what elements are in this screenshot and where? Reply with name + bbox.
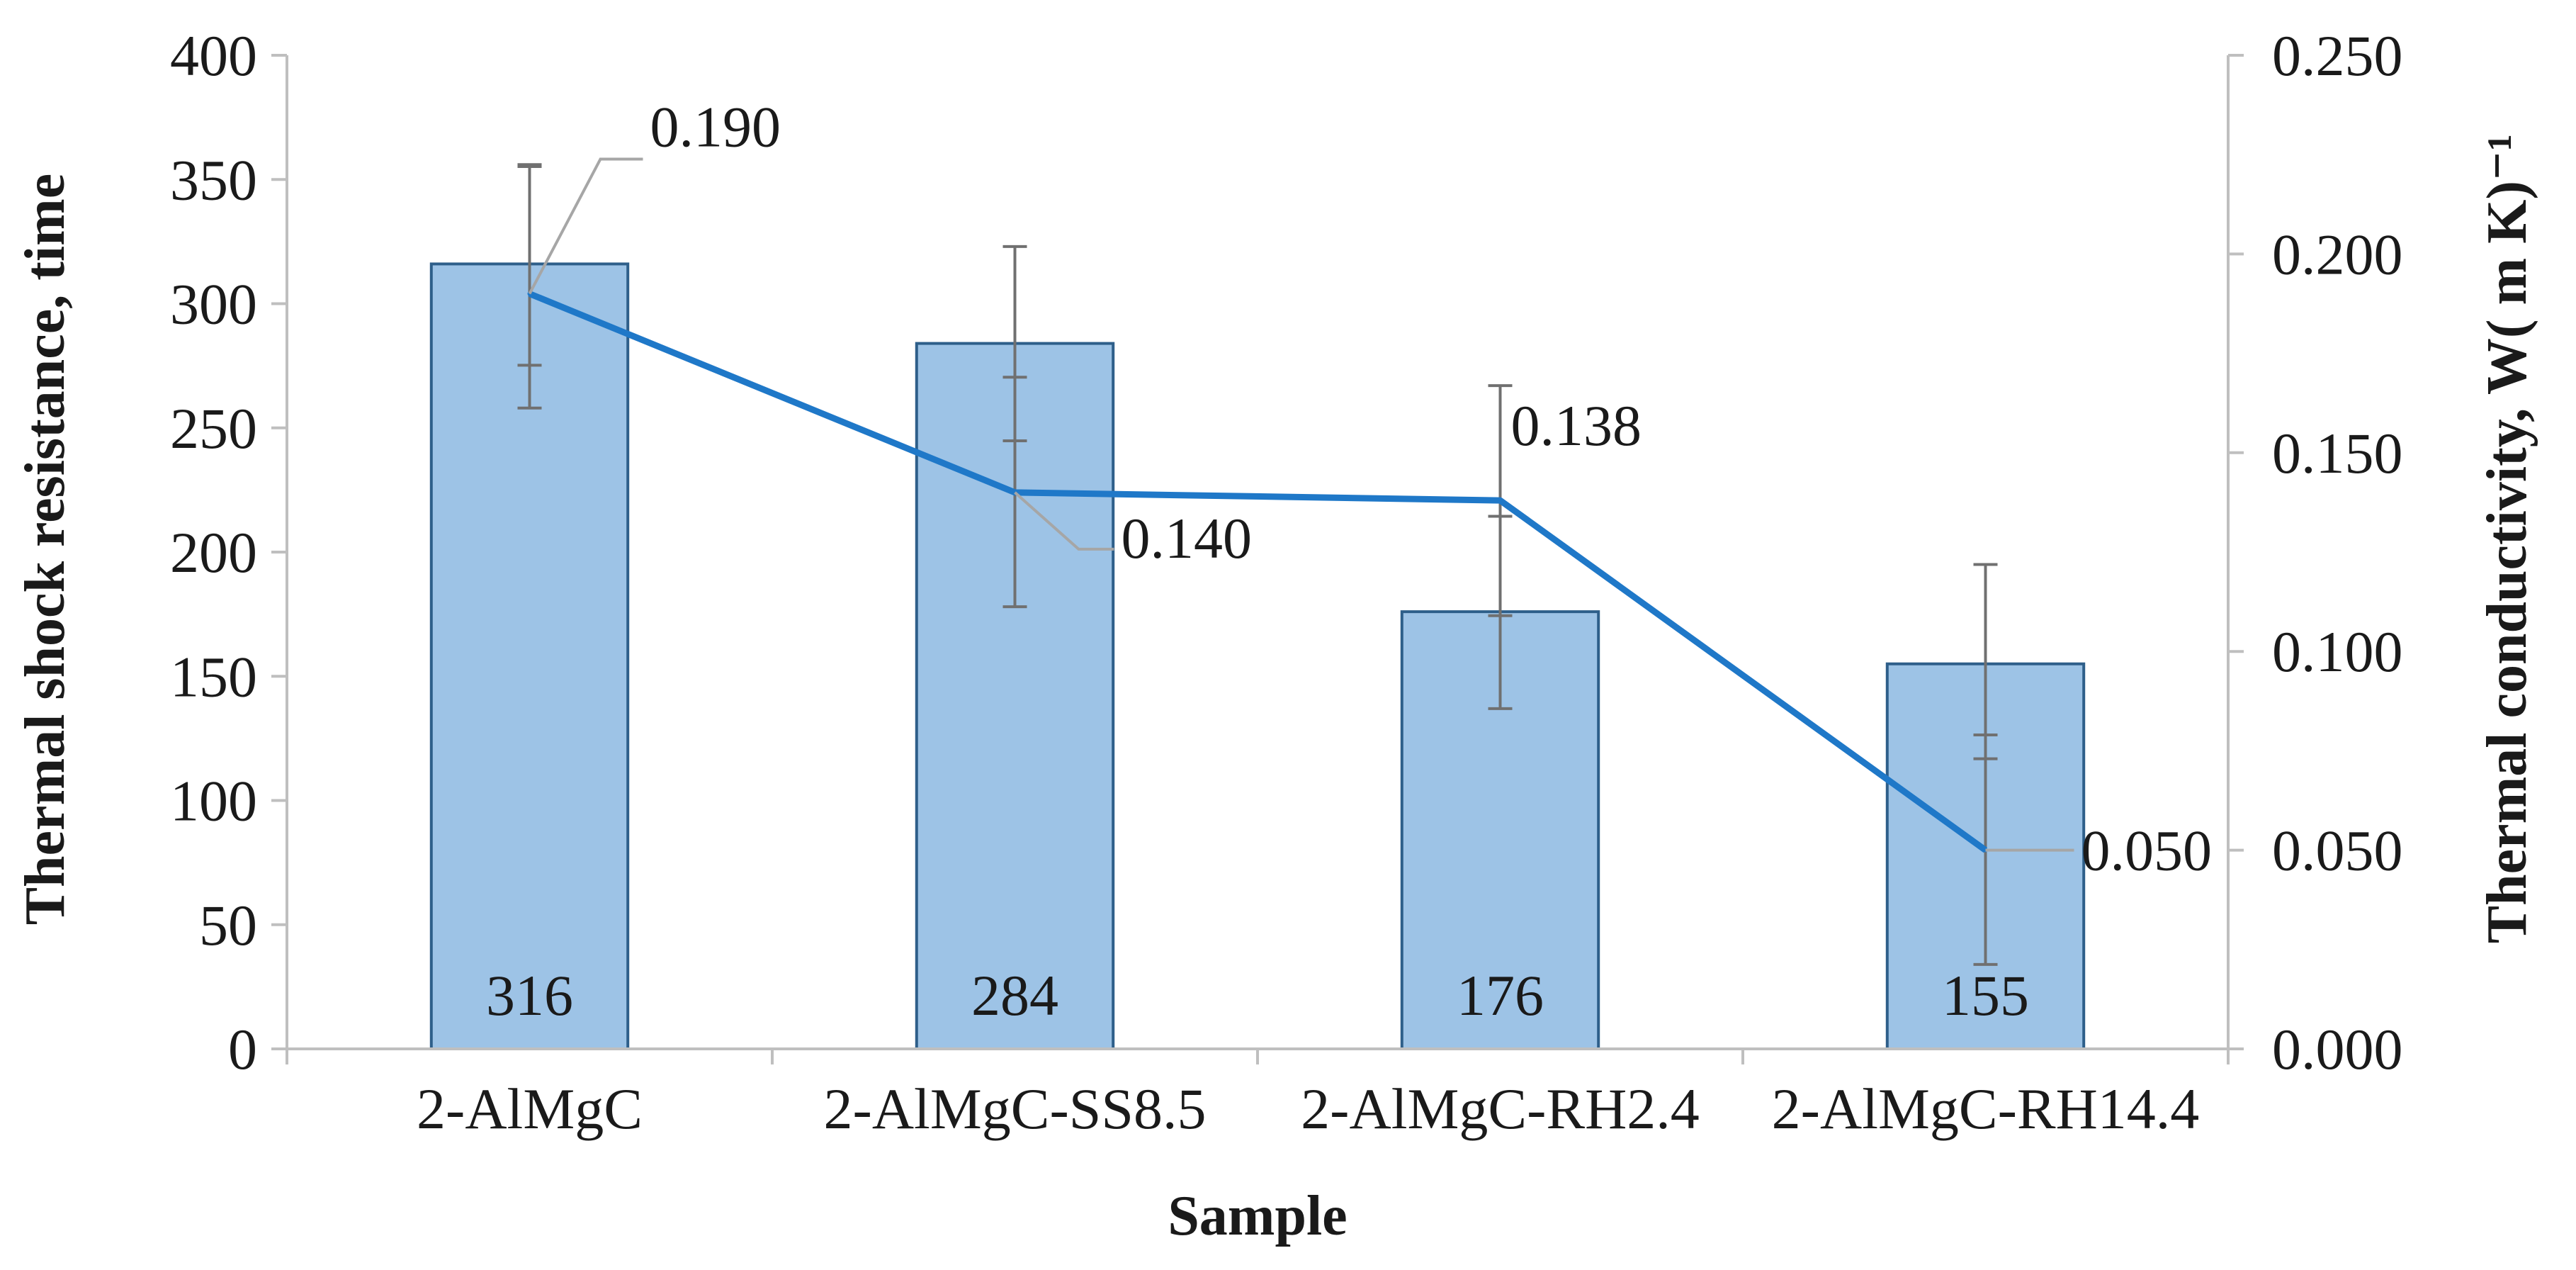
right-tick-label: 0.200	[2272, 222, 2403, 286]
x-tick-label: 2-AlMgC-RH14.4	[1772, 1077, 2200, 1141]
error-bars-layer	[517, 163, 1998, 966]
left-tick-label: 400	[170, 23, 257, 88]
x-tick-label: 2-AlMgC-RH2.4	[1301, 1077, 1700, 1141]
line-layer	[527, 291, 1988, 853]
conductivity-line	[528, 291, 1988, 853]
right-axis-title: Thermal conductivity, W( m K)⁻¹	[2476, 134, 2538, 943]
left-axis-title: Thermal shock resistance, time	[14, 174, 77, 926]
left-tick-label: 300	[170, 272, 257, 337]
conductivity-point-3	[1498, 498, 1503, 503]
right-tick-label: 0.100	[2272, 619, 2403, 684]
left-tick-label: 150	[170, 644, 257, 709]
x-tick-label: 2-AlMgC	[417, 1077, 643, 1141]
right-tick-label: 0.150	[2272, 421, 2403, 485]
axes-layer: 0 50 100 150 200 250 300 350 400 0.000 0.050 0.100 0…	[170, 23, 2403, 1141]
left-tick-label: 50	[199, 893, 257, 957]
line-value-label: 0.138	[1511, 393, 1642, 458]
line-value-label: 0.050	[2081, 819, 2213, 883]
left-tick-label: 250	[170, 396, 257, 461]
bars-layer	[429, 262, 2086, 1050]
bar-value-label: 316	[486, 963, 573, 1028]
bar-value-label: 155	[1942, 963, 2029, 1028]
x-tick-label: 2-AlMgC-SS8.5	[824, 1077, 1207, 1141]
line-value-label: 0.140	[1122, 506, 1253, 571]
line-value-label: 0.190	[650, 94, 781, 159]
line-label-leader	[528, 157, 643, 295]
left-tick-label: 350	[170, 147, 257, 212]
bar-value-label: 176	[1457, 963, 1544, 1028]
right-tick-label: 0.250	[2272, 23, 2403, 88]
x-axis-title: Sample	[1168, 1185, 1347, 1247]
left-tick-label: 100	[170, 769, 257, 833]
right-tick-label: 0.050	[2272, 819, 2403, 883]
line-label-leader	[1014, 491, 1114, 551]
bar-value-label: 284	[971, 963, 1058, 1028]
left-tick-label: 0	[228, 1017, 257, 1081]
labels-layer: 316 284 176 155 0.190 0.140 0.138 0.050	[486, 94, 2212, 1028]
right-tick-label: 0.000	[2272, 1017, 2403, 1081]
left-tick-label: 200	[170, 520, 257, 585]
